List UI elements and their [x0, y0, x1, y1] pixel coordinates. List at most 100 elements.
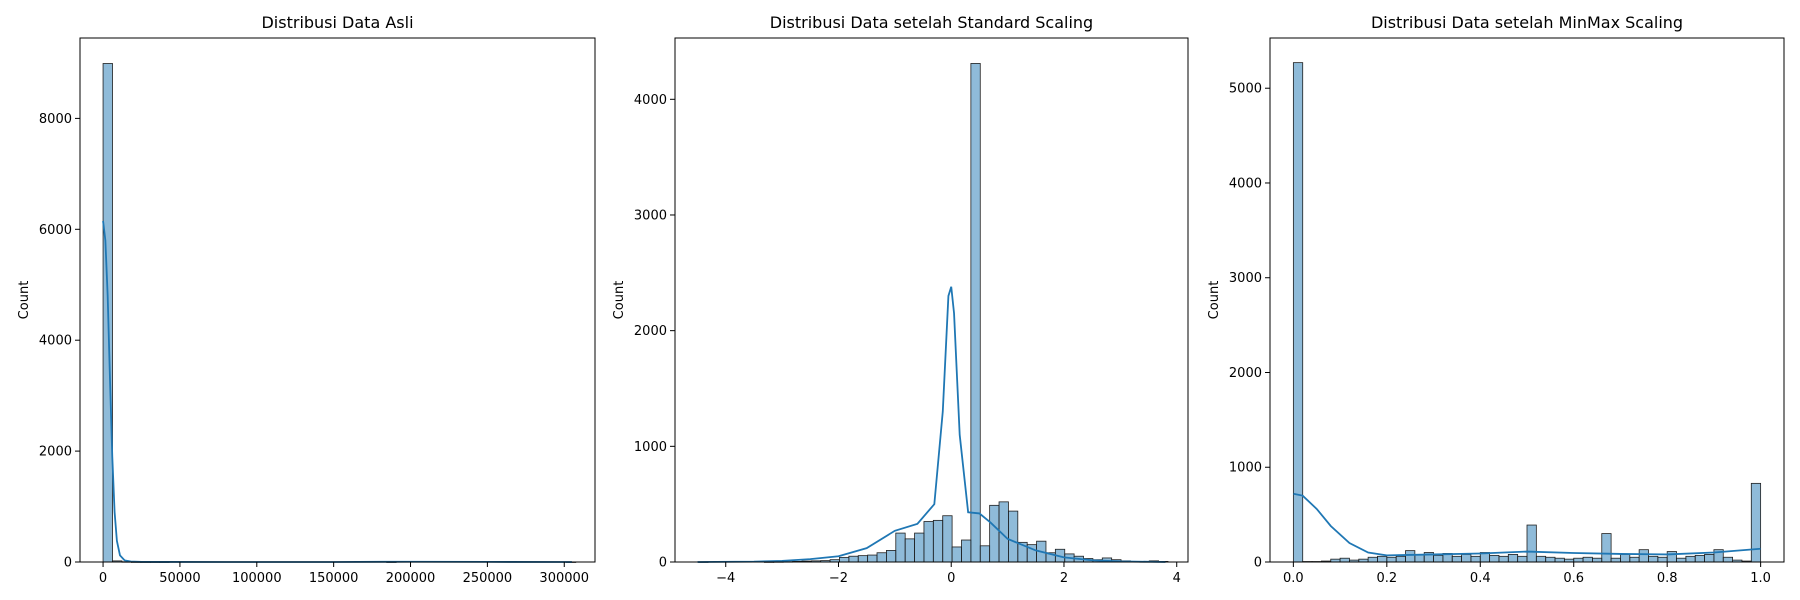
histogram-bar [1451, 555, 1462, 563]
histogram-bar [1620, 554, 1631, 563]
y-tick-label: 0 [64, 556, 72, 571]
histogram-bar [1666, 551, 1677, 563]
x-tick-label: −4 [716, 571, 735, 586]
x-tick-label: 300000 [539, 571, 589, 586]
x-axis: 0.0 0.2 0.4 0.6 0.8 1.0 [1283, 562, 1771, 586]
histogram-bar [848, 555, 859, 563]
histogram-bar [1461, 554, 1472, 563]
histogram-bar [923, 521, 934, 563]
histogram-bar [1657, 556, 1668, 563]
y-tick-label: 0 [1254, 556, 1262, 571]
x-tick-label: 1.0 [1750, 571, 1771, 586]
y-tick-label: 2000 [1229, 366, 1262, 381]
histogram-bar [1507, 554, 1519, 563]
histogram-bars [1292, 62, 1762, 563]
histogram-bar [886, 550, 897, 563]
y-tick-label: 4000 [634, 93, 667, 108]
y-tick-label: 8000 [39, 112, 72, 127]
histogram-bar [942, 515, 953, 563]
histogram-bar [970, 63, 981, 563]
histogram-bar [1470, 555, 1481, 563]
histogram-bar [1535, 555, 1547, 563]
histogram-bar [1339, 557, 1350, 563]
histogram-bar [1386, 556, 1397, 563]
histogram-bar [1592, 557, 1603, 563]
histogram-bar [857, 555, 869, 563]
histogram-bar [1648, 555, 1659, 563]
x-tick-label: 150000 [309, 571, 359, 586]
chart-title: Distribusi Data Asli [261, 13, 413, 32]
histogram-bar [1545, 556, 1556, 563]
y-tick-label: 1000 [1229, 461, 1262, 476]
x-tick-label: 250000 [463, 571, 513, 586]
y-tick-label: 3000 [1229, 271, 1262, 286]
x-tick-label: 50000 [159, 571, 200, 586]
histogram-bar [1704, 554, 1715, 563]
plot-frame [79, 37, 596, 563]
histogram-bar [1008, 510, 1019, 563]
histogram-bar [1582, 556, 1593, 563]
histogram-bar [1292, 62, 1304, 563]
histogram-bar [1367, 556, 1378, 563]
histogram-bar [1573, 557, 1584, 563]
histogram-bar [1629, 556, 1640, 563]
chart-original-distribution: Distribusi Data Asli Count 0 50000 100000 1… [17, 13, 596, 586]
histogram-bars [698, 63, 1169, 563]
x-tick-label: 0 [947, 571, 955, 586]
kde-line [102, 220, 572, 563]
histogram-bar [1554, 557, 1565, 563]
x-tick-label: 0.8 [1657, 571, 1678, 586]
histogram-bar [1405, 550, 1416, 563]
histogram-bar [1489, 554, 1500, 563]
y-tick-label: 6000 [39, 223, 72, 238]
kde-line [697, 286, 1166, 563]
y-axis: 0 2000 4000 6000 8000 [39, 112, 80, 571]
histogram-bar [1610, 557, 1621, 563]
histogram-bar [1694, 554, 1705, 563]
histogram-bar [1601, 533, 1612, 563]
x-tick-label: 2 [1060, 571, 1068, 586]
histogram-bar [1517, 555, 1528, 563]
x-tick-label: 100000 [232, 571, 282, 586]
y-tick-label: 5000 [1229, 82, 1262, 97]
histogram-bar [876, 552, 887, 563]
histogram-bar [1498, 555, 1509, 563]
chart-standard-scaling-distribution: Distribusi Data setelah Standard Scaling… [612, 13, 1189, 586]
histogram-bar [1377, 555, 1388, 563]
histogram-bar [1685, 555, 1696, 563]
histogram-bar [932, 519, 944, 563]
x-tick-label: 0.6 [1563, 571, 1584, 586]
histogram-bar [904, 538, 915, 563]
x-tick-label: 0.0 [1283, 571, 1304, 586]
histogram-bar [1676, 557, 1687, 563]
y-axis-label: Count [1207, 281, 1222, 320]
histogram-bars [102, 63, 577, 563]
kde-line [1293, 492, 1761, 557]
y-axis-label: Count [17, 281, 32, 320]
y-axis: 0 1000 2000 3000 4000 5000 [1229, 82, 1270, 571]
histogram-bar [839, 556, 850, 563]
histogram-bar [1433, 554, 1444, 563]
histogram-bar [989, 504, 1000, 563]
histogram-bar [1638, 549, 1649, 563]
x-tick-label: 0 [99, 571, 107, 586]
y-tick-label: 0 [659, 556, 667, 571]
y-tick-label: 1000 [634, 440, 667, 455]
histogram-bar [961, 539, 972, 563]
histogram-bar [914, 532, 925, 563]
y-tick-label: 4000 [39, 334, 72, 349]
chart-title: Distribusi Data setelah Standard Scaling [770, 13, 1093, 32]
histogram-bar [867, 554, 878, 563]
y-tick-label: 4000 [1229, 176, 1262, 191]
chart-title: Distribusi Data setelah MinMax Scaling [1371, 13, 1683, 32]
x-tick-label: −2 [829, 571, 848, 586]
histogram-bar [1526, 524, 1537, 563]
plot-frame [1269, 37, 1785, 563]
x-axis: −4 −2 0 2 4 [716, 562, 1181, 586]
y-axis: 0 1000 2000 3000 4000 [634, 93, 675, 571]
y-axis-label: Count [612, 281, 627, 320]
histogram-bar [979, 545, 991, 563]
x-tick-label: 0.4 [1470, 571, 1491, 586]
histogram-bar [895, 532, 906, 563]
